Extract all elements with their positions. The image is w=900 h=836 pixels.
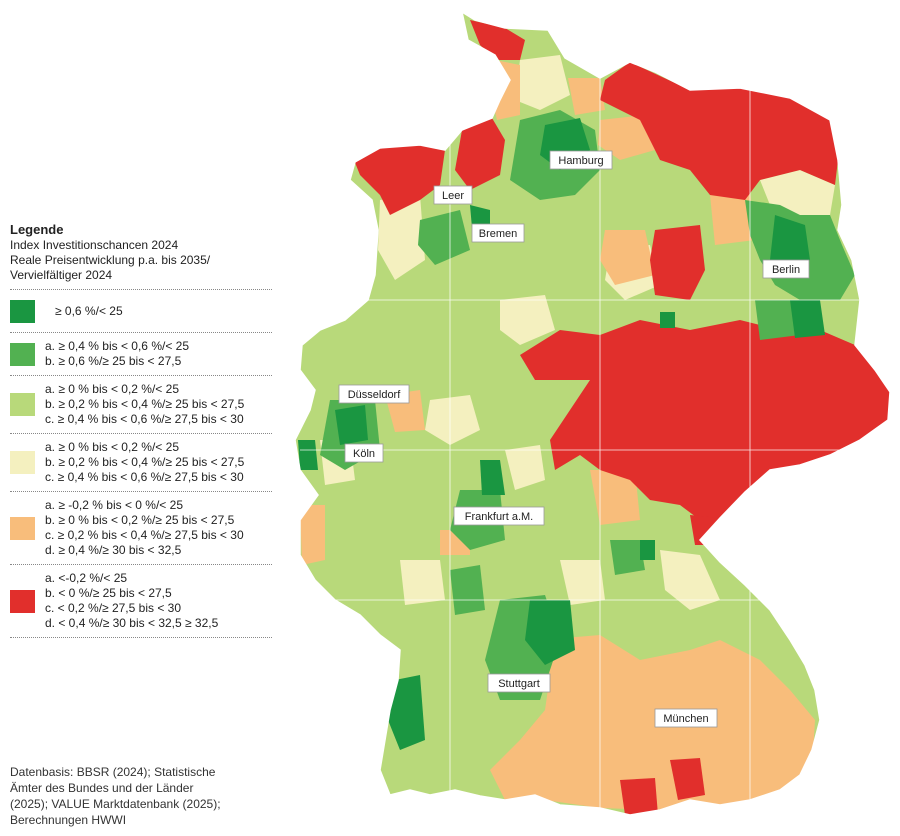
city-label-hamburg: Hamburg bbox=[549, 150, 613, 170]
city-labels: Hamburg Leer Bremen Berlin Düsseldorf Kö… bbox=[338, 150, 810, 728]
legend-divider bbox=[10, 637, 272, 638]
legend-subtitle-line: Index Investitionschancen 2024 bbox=[10, 238, 179, 252]
legend-label: a. ≥ 0,4 % bis < 0,6 %/< 25 b. ≥ 0,6 %/≥… bbox=[45, 339, 189, 369]
legend-line: d. ≥ 0,4 %/≥ 30 bis < 32,5 bbox=[45, 543, 182, 557]
city-name: Köln bbox=[353, 448, 375, 460]
city-label-muenchen: München bbox=[654, 708, 718, 728]
legend-line: c. < 0,2 %/≥ 27,5 bis < 30 bbox=[45, 601, 182, 615]
legend-line: a. ≥ 0 % bis < 0,2 %/< 25 bbox=[45, 440, 179, 454]
source-line: Ämter des Bundes und der Länder bbox=[10, 781, 194, 795]
legend-line: a. <-0,2 %/< 25 bbox=[45, 571, 128, 585]
legend-line: b. ≥ 0 % bis < 0,2 %/≥ 25 bis < 27,5 bbox=[45, 513, 235, 527]
legend-label: ≥ 0,6 %/< 25 bbox=[45, 304, 123, 319]
source-note: Datenbasis: BBSR (2024); Statistische Äm… bbox=[10, 764, 250, 828]
city-name: München bbox=[663, 713, 708, 725]
city-label-duesseldorf: Düsseldorf bbox=[338, 384, 410, 404]
legend-item: a. ≥ 0 % bis < 0,2 %/< 25 b. ≥ 0,2 % bis… bbox=[10, 382, 272, 427]
city-name: Hamburg bbox=[558, 155, 603, 167]
legend-subtitle-line: Reale Preisentwicklung p.a. bis 2035/ bbox=[10, 253, 211, 267]
legend-label: a. <-0,2 %/< 25 b. < 0 %/≥ 25 bis < 27,5… bbox=[45, 571, 218, 631]
legend-divider bbox=[10, 332, 272, 333]
source-line: (2025); VALUE Marktdatenbank (2025); bbox=[10, 797, 221, 811]
legend-line: a. ≥ -0,2 % bis < 0 %/< 25 bbox=[45, 498, 183, 512]
legend-divider bbox=[10, 564, 272, 565]
legend-heading: Legende bbox=[10, 222, 64, 237]
city-name: Stuttgart bbox=[498, 678, 540, 690]
legend-line: a. ≥ 0 % bis < 0,2 %/< 25 bbox=[45, 382, 179, 396]
legend-label: a. ≥ 0 % bis < 0,2 %/< 25 b. ≥ 0,2 % bis… bbox=[45, 382, 244, 427]
legend-line: b. ≥ 0,2 % bis < 0,4 %/≥ 25 bis < 27,5 bbox=[45, 397, 245, 411]
legend-swatch bbox=[10, 516, 35, 540]
legend-item: a. ≥ 0,4 % bis < 0,6 %/< 25 b. ≥ 0,6 %/≥… bbox=[10, 339, 272, 369]
legend-divider bbox=[10, 433, 272, 434]
legend-item: a. <-0,2 %/< 25 b. < 0 %/≥ 25 bis < 27,5… bbox=[10, 571, 272, 631]
city-label-bremen: Bremen bbox=[471, 223, 525, 243]
city-name: Bremen bbox=[479, 228, 518, 240]
legend: Legende Index Investitionschancen 2024 R… bbox=[10, 222, 272, 644]
city-name: Leer bbox=[442, 190, 464, 202]
legend-item: a. ≥ 0 % bis < 0,2 %/< 25 b. ≥ 0,2 % bis… bbox=[10, 440, 272, 485]
legend-swatch bbox=[10, 299, 35, 323]
legend-line: b. < 0 %/≥ 25 bis < 27,5 bbox=[45, 586, 172, 600]
city-label-koeln: Köln bbox=[344, 443, 384, 463]
city-label-stuttgart: Stuttgart bbox=[487, 673, 551, 693]
legend-swatch bbox=[10, 342, 35, 366]
city-label-berlin: Berlin bbox=[762, 259, 810, 279]
legend-line: c. ≥ 0,2 % bis < 0,4 %/≥ 27,5 bis < 30 bbox=[45, 528, 244, 542]
legend-divider bbox=[10, 289, 272, 290]
legend-line: b. ≥ 0,2 % bis < 0,4 %/≥ 25 bis < 27,5 bbox=[45, 455, 245, 469]
city-name: Düsseldorf bbox=[348, 389, 402, 401]
legend-label: a. ≥ -0,2 % bis < 0 %/< 25 b. ≥ 0 % bis … bbox=[45, 498, 244, 558]
legend-subtitle-line: Vervielfältiger 2024 bbox=[10, 268, 113, 282]
city-name: Berlin bbox=[772, 264, 800, 276]
city-label-frankfurt: Frankfurt a.M. bbox=[453, 506, 545, 526]
legend-line: b. ≥ 0,6 %/≥ 25 bis < 27,5 bbox=[45, 354, 182, 368]
legend-swatch bbox=[10, 589, 35, 613]
legend-divider bbox=[10, 491, 272, 492]
legend-divider bbox=[10, 375, 272, 376]
city-name: Frankfurt a.M. bbox=[465, 511, 533, 523]
legend-swatch bbox=[10, 393, 35, 416]
legend-line: a. ≥ 0,4 % bis < 0,6 %/< 25 bbox=[45, 339, 190, 353]
legend-line: c. ≥ 0,4 % bis < 0,6 %/≥ 27,5 bis < 30 bbox=[45, 412, 244, 426]
city-label-leer: Leer bbox=[433, 185, 473, 205]
legend-label: a. ≥ 0 % bis < 0,2 %/< 25 b. ≥ 0,2 % bis… bbox=[45, 440, 244, 485]
source-line: Berechnungen HWWI bbox=[10, 813, 127, 827]
legend-item: a. ≥ -0,2 % bis < 0 %/< 25 b. ≥ 0 % bis … bbox=[10, 498, 272, 558]
legend-line: ≥ 0,6 %/< 25 bbox=[55, 303, 123, 318]
legend-swatch bbox=[10, 451, 35, 474]
source-line: Datenbasis: BBSR (2024); Statistische bbox=[10, 765, 216, 779]
legend-item: ≥ 0,6 %/< 25 bbox=[10, 296, 272, 326]
legend-line: d. < 0,4 %/≥ 30 bis < 32,5 ≥ 32,5 bbox=[45, 616, 219, 630]
legend-line: c. ≥ 0,4 % bis < 0,6 %/≥ 27,5 bis < 30 bbox=[45, 470, 244, 484]
